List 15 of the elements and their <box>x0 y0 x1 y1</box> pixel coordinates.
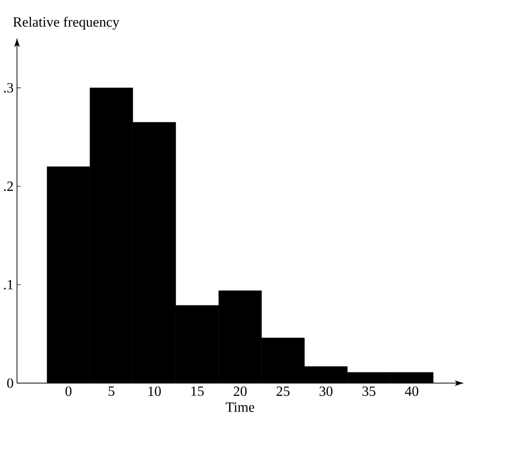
x-tick-label: 35 <box>362 386 376 396</box>
x-tick-label: 20 <box>234 386 247 396</box>
y-tick-label: .3 <box>4 83 14 93</box>
y-tick-label: 0 <box>7 378 14 388</box>
y-axis-title: Relative frequency <box>13 16 120 30</box>
x-axis-title: Time <box>226 402 254 412</box>
x-tick-label: 5 <box>108 386 114 396</box>
x-tick-label: 10 <box>148 386 161 396</box>
y-tick-label: .2 <box>4 182 13 192</box>
x-tick-label: 15 <box>191 386 204 396</box>
x-tick-label: 40 <box>405 386 418 396</box>
x-tick-label: 0 <box>66 386 72 396</box>
y-tick-label: .1 <box>4 280 13 290</box>
x-tick-label: 25 <box>276 386 290 396</box>
x-tick-label: 30 <box>320 386 332 396</box>
